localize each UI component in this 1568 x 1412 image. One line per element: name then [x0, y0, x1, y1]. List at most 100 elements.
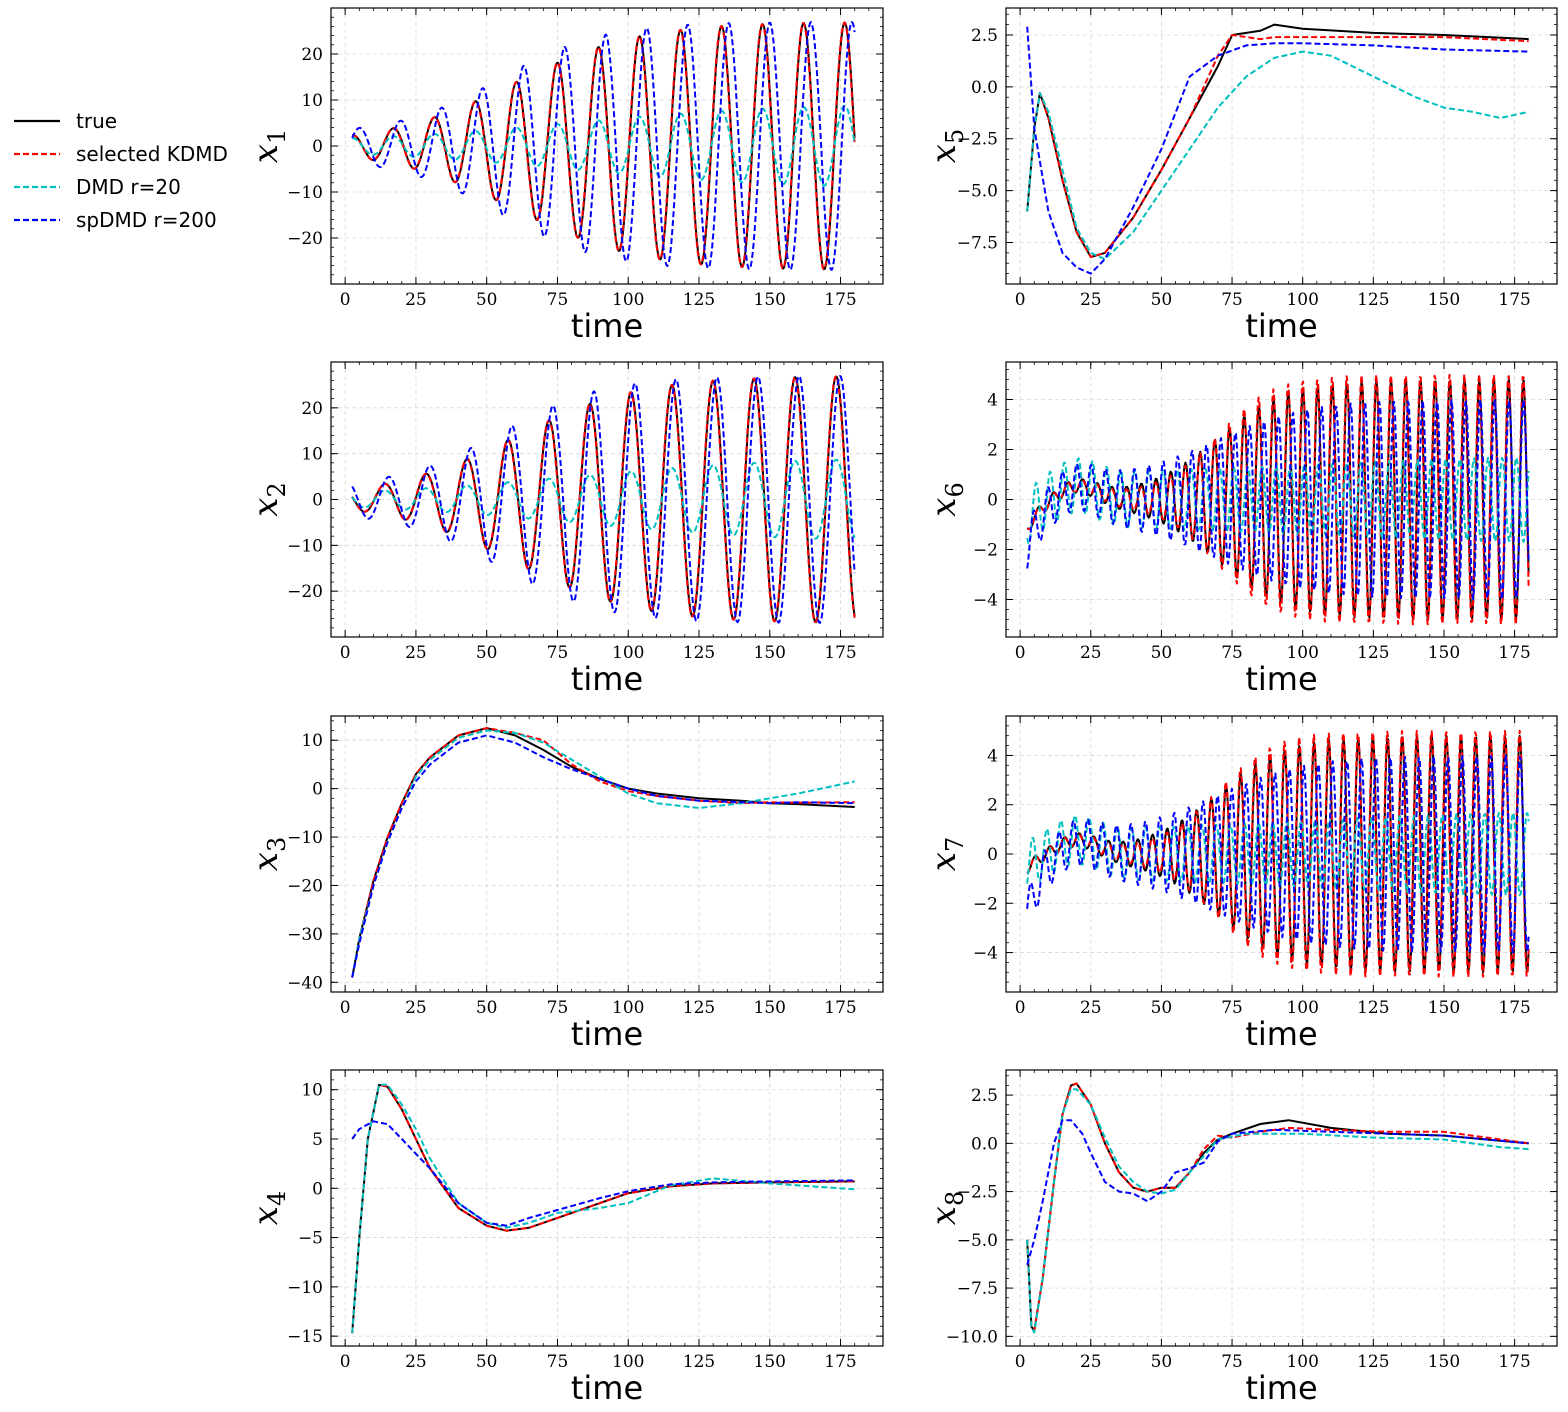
series-dmd-r-20-line	[1026, 456, 1530, 544]
x-tick-label: 0	[340, 643, 351, 663]
series-spdmd-r-200-line	[1026, 754, 1530, 954]
series-dmd-r-20-line	[1026, 50, 1529, 261]
x-tick-label: 50	[476, 290, 498, 310]
y-tick-label: −5.0	[957, 1231, 998, 1251]
y-axis-label: x7	[924, 837, 969, 871]
y-tick-label: −7.5	[957, 1279, 998, 1299]
panel-x6: 0 25 50 75 100 125 150 175 −4 −2 0 2 4 time x6	[924, 361, 1558, 698]
y-tick-label: −2.5	[957, 130, 998, 150]
x-axis-label: time	[1245, 1015, 1317, 1053]
y-tick-label: 10	[301, 91, 323, 111]
series-spdmd-r-200-line	[1026, 26, 1529, 275]
x-tick-label: 100	[612, 643, 644, 663]
y-tick-label: −2	[973, 894, 998, 914]
x-tick-label: 125	[1357, 290, 1389, 310]
y-tick-label: 2	[987, 441, 998, 461]
x-tick-label: 175	[1498, 290, 1530, 310]
x-tick-label: 175	[824, 290, 856, 310]
x-tick-label: 100	[612, 1352, 644, 1372]
x-tick-label: 125	[683, 643, 715, 663]
x-tick-label: 75	[547, 998, 569, 1018]
x-tick-label: 100	[1286, 1352, 1318, 1372]
axes-frame	[1005, 7, 1558, 285]
axes-frame	[1005, 1069, 1558, 1347]
y-axis-label: x1	[246, 129, 291, 163]
series-true-line	[351, 1083, 855, 1334]
series-dmd-r-20-line	[352, 104, 856, 187]
x-tick-label: 25	[405, 290, 427, 310]
y-tick-label: 20	[301, 45, 323, 65]
y-tick-label: −4	[973, 591, 998, 611]
x-tick-label: 150	[754, 290, 786, 310]
y-tick-label: 0	[312, 137, 323, 157]
y-tick-label: 4	[987, 391, 998, 411]
y-axis-label: x6	[924, 482, 969, 516]
x-tick-label: 125	[1357, 643, 1389, 663]
axes-frame	[330, 1069, 884, 1347]
x-tick-label: 150	[1428, 1352, 1460, 1372]
x-tick-label: 175	[824, 1352, 856, 1372]
panel-x4: 0 25 50 75 100 125 150 175 −15 −10 −5 0 5 10 time x4	[246, 1069, 884, 1407]
y-tick-label: −40	[287, 973, 323, 993]
legend-label-0: true	[76, 109, 117, 133]
series-selected-kdmd-line	[351, 1083, 855, 1334]
x-tick-label: 100	[612, 290, 644, 310]
x-tick-label: 100	[612, 998, 644, 1018]
y-tick-label: 0	[312, 1179, 323, 1199]
y-tick-label: −10	[287, 536, 323, 556]
x-axis-label: time	[571, 1369, 643, 1407]
x-axis-label: time	[1245, 660, 1317, 698]
legend-label-1: selected KDMD	[76, 142, 228, 166]
y-tick-label: 5	[312, 1130, 323, 1150]
x-tick-label: 75	[1221, 998, 1243, 1018]
x-tick-label: 150	[1428, 643, 1460, 663]
x-tick-label: 50	[476, 998, 498, 1018]
x-tick-label: 25	[405, 643, 427, 663]
x-tick-label: 125	[683, 1352, 715, 1372]
x-tick-label: 175	[824, 643, 856, 663]
x-tick-label: 0	[340, 998, 351, 1018]
y-tick-label: 10	[301, 1081, 323, 1101]
y-tick-label: −7.5	[957, 233, 998, 253]
y-tick-label: −20	[287, 876, 323, 896]
x-tick-label: 75	[547, 290, 569, 310]
series-selected-kdmd-line	[1026, 729, 1530, 979]
x-tick-label: 50	[1151, 290, 1173, 310]
x-tick-label: 25	[405, 1352, 427, 1372]
y-tick-label: 0	[987, 845, 998, 865]
y-tick-label: 0.0	[971, 78, 998, 98]
x-tick-label: 25	[405, 998, 427, 1018]
x-tick-label: 75	[1221, 290, 1243, 310]
x-tick-label: 125	[683, 290, 715, 310]
y-tick-label: 0	[987, 491, 998, 511]
panel-x3: 0 25 50 75 100 125 150 175 −40 −30 −20 −10 0 10 time x3	[246, 715, 884, 1053]
x-tick-label: 25	[1080, 1352, 1102, 1372]
x-axis-label: time	[571, 1015, 643, 1053]
y-tick-label: −4	[973, 944, 998, 964]
x-tick-label: 25	[1080, 998, 1102, 1018]
panel-x7: 0 25 50 75 100 125 150 175 −4 −2 0 2 4 time x7	[924, 715, 1558, 1053]
x-tick-label: 175	[824, 998, 856, 1018]
x-tick-label: 75	[547, 1352, 569, 1372]
series-dmd-r-20-line	[351, 1083, 855, 1334]
series-selected-kdmd-line	[1026, 34, 1529, 258]
series-true-line	[351, 727, 855, 978]
y-tick-label: 20	[301, 399, 323, 419]
panel-x8: 0 25 50 75 100 125 150 175 −10.0 −7.5 −5.0 −2.5 0.0 2…	[924, 1069, 1558, 1407]
x-tick-label: 0	[340, 1352, 351, 1372]
y-tick-label: 0.0	[971, 1134, 998, 1154]
x-tick-label: 50	[1151, 998, 1173, 1018]
series-true-line	[1026, 23, 1529, 258]
series-selected-kdmd-line	[351, 727, 855, 978]
x-tick-label: 125	[1357, 998, 1389, 1018]
x-tick-label: 25	[1080, 643, 1102, 663]
x-tick-label: 50	[1151, 643, 1173, 663]
series-dmd-r-20-line	[1026, 1088, 1529, 1334]
x-tick-label: 100	[1286, 998, 1318, 1018]
x-tick-label: 0	[1015, 998, 1026, 1018]
x-tick-label: 150	[754, 1352, 786, 1372]
x-axis-label: time	[1245, 1369, 1317, 1407]
y-tick-label: −5	[298, 1229, 323, 1249]
y-tick-label: −30	[287, 925, 323, 945]
y-axis-label: x8	[924, 1191, 969, 1225]
